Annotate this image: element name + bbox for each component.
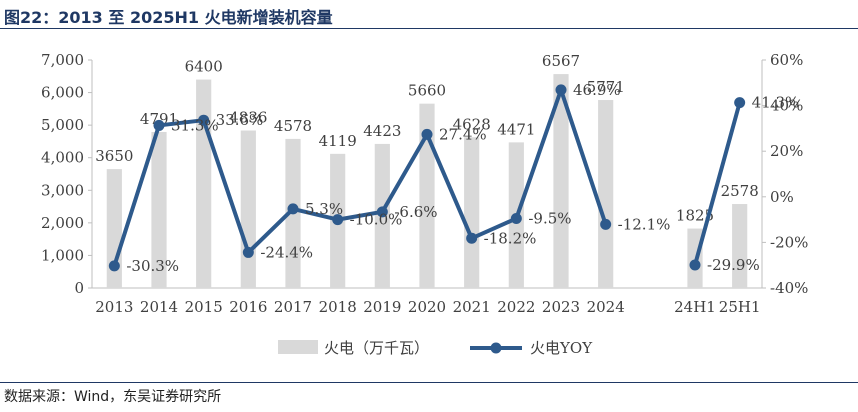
yoy-point	[108, 260, 120, 272]
bar-data-label: 4119	[319, 132, 357, 150]
bar-data-label: 5660	[408, 82, 446, 100]
x-tick-label: 2024	[587, 298, 625, 316]
yoy-point	[510, 212, 522, 224]
yoy-data-label: -30.3%	[126, 257, 179, 275]
x-tick-label: 24H1	[674, 298, 716, 316]
left-tick-label: 2,000	[41, 214, 84, 232]
legend-line-marker	[490, 342, 502, 354]
yoy-point	[466, 232, 478, 244]
yoy-data-label: -29.9%	[707, 256, 760, 274]
left-tick-label: 3,000	[41, 181, 84, 199]
right-tick-label: 0%	[770, 188, 794, 206]
yoy-point	[734, 97, 746, 109]
bar	[732, 204, 748, 288]
right-tick-label: 60%	[770, 51, 803, 69]
yoy-data-label: -10.0%	[350, 211, 403, 229]
yoy-data-label: 41.3%	[752, 94, 800, 112]
yoy-point	[555, 84, 567, 96]
yoy-point	[332, 214, 344, 226]
right-tick-label: -40%	[770, 279, 808, 297]
bar-data-label: 3650	[95, 147, 133, 165]
right-tick-label: -20%	[770, 233, 808, 251]
bar	[240, 130, 256, 288]
yoy-data-label: -24.4%	[260, 243, 313, 261]
x-tick-label: 2015	[185, 298, 223, 316]
left-tick-label: 6,000	[41, 84, 84, 102]
yoy-data-label: 33.6%	[216, 111, 264, 129]
right-tick-label: 40%	[770, 97, 803, 115]
yoy-data-label: -9.5%	[528, 209, 571, 227]
yoy-point	[376, 206, 388, 218]
x-tick-label: 2020	[408, 298, 446, 316]
legend-bar-label: 火电（万千瓦）	[324, 339, 429, 357]
yoy-data-label: -12.1%	[618, 215, 671, 233]
yoy-point	[421, 128, 433, 140]
bar	[151, 131, 167, 288]
yoy-point	[600, 218, 612, 230]
x-tick-label: 2018	[319, 298, 357, 316]
yoy-data-label: 27.4%	[439, 125, 487, 143]
yoy-point	[287, 203, 299, 215]
bar	[553, 74, 569, 289]
x-tick-label: 2013	[95, 298, 133, 316]
left-tick-label: 7,000	[41, 51, 84, 69]
x-tick-label: 2017	[274, 298, 312, 316]
source-note: 数据来源：Wind，东吴证券研究所	[4, 389, 222, 405]
yoy-data-label: 5.3%	[305, 200, 343, 218]
right-tick-label: 20%	[770, 142, 803, 160]
yoy-point	[153, 119, 165, 131]
x-tick-label: 2023	[542, 298, 580, 316]
legend-line-label: 火电YOY	[530, 339, 593, 357]
left-tick-label: 1,000	[41, 246, 84, 264]
bar-data-label: 4471	[497, 120, 535, 138]
title-rule	[0, 28, 858, 29]
bar-data-label: 4836	[229, 108, 267, 126]
bar-data-label: 6400	[185, 58, 223, 76]
yoy-point	[242, 246, 254, 258]
left-tick-label: 0	[74, 279, 84, 297]
yoy-line	[112, 87, 608, 267]
left-tick-label: 5,000	[41, 116, 84, 134]
bar-data-label: 4423	[363, 122, 401, 140]
bar-data-label: 6567	[542, 52, 580, 70]
x-tick-label: 2019	[363, 298, 401, 316]
yoy-point	[689, 259, 701, 271]
yoy-data-label: 31.3%	[171, 116, 219, 134]
bar-data-label: 4578	[274, 117, 312, 135]
bar-data-label: 5771	[587, 78, 625, 96]
legend-bar-swatch	[278, 340, 318, 354]
yoy-data-label: 46.9%	[573, 81, 621, 99]
bar	[196, 79, 212, 289]
bar-data-label: 1825	[676, 207, 714, 225]
source-rule	[0, 382, 858, 383]
yoy-line	[693, 102, 742, 266]
x-tick-label: 2022	[497, 298, 535, 316]
x-tick-label: 25H1	[719, 298, 761, 316]
bar	[419, 103, 435, 288]
bar	[464, 137, 480, 288]
bar-data-label: 4628	[453, 115, 491, 133]
left-tick-label: 4,000	[41, 149, 84, 167]
x-tick-label: 2014	[140, 298, 178, 316]
bar	[598, 100, 614, 288]
x-tick-label: 2021	[453, 298, 491, 316]
bar-data-label: 2578	[721, 182, 759, 200]
yoy-data-label: -6.6%	[394, 203, 437, 221]
x-tick-label: 2016	[229, 298, 267, 316]
yoy-point	[198, 114, 210, 126]
chart-title: 图22：2013 至 2025H1 火电新增装机容量	[4, 8, 333, 27]
yoy-data-label: -18.2%	[484, 229, 537, 247]
